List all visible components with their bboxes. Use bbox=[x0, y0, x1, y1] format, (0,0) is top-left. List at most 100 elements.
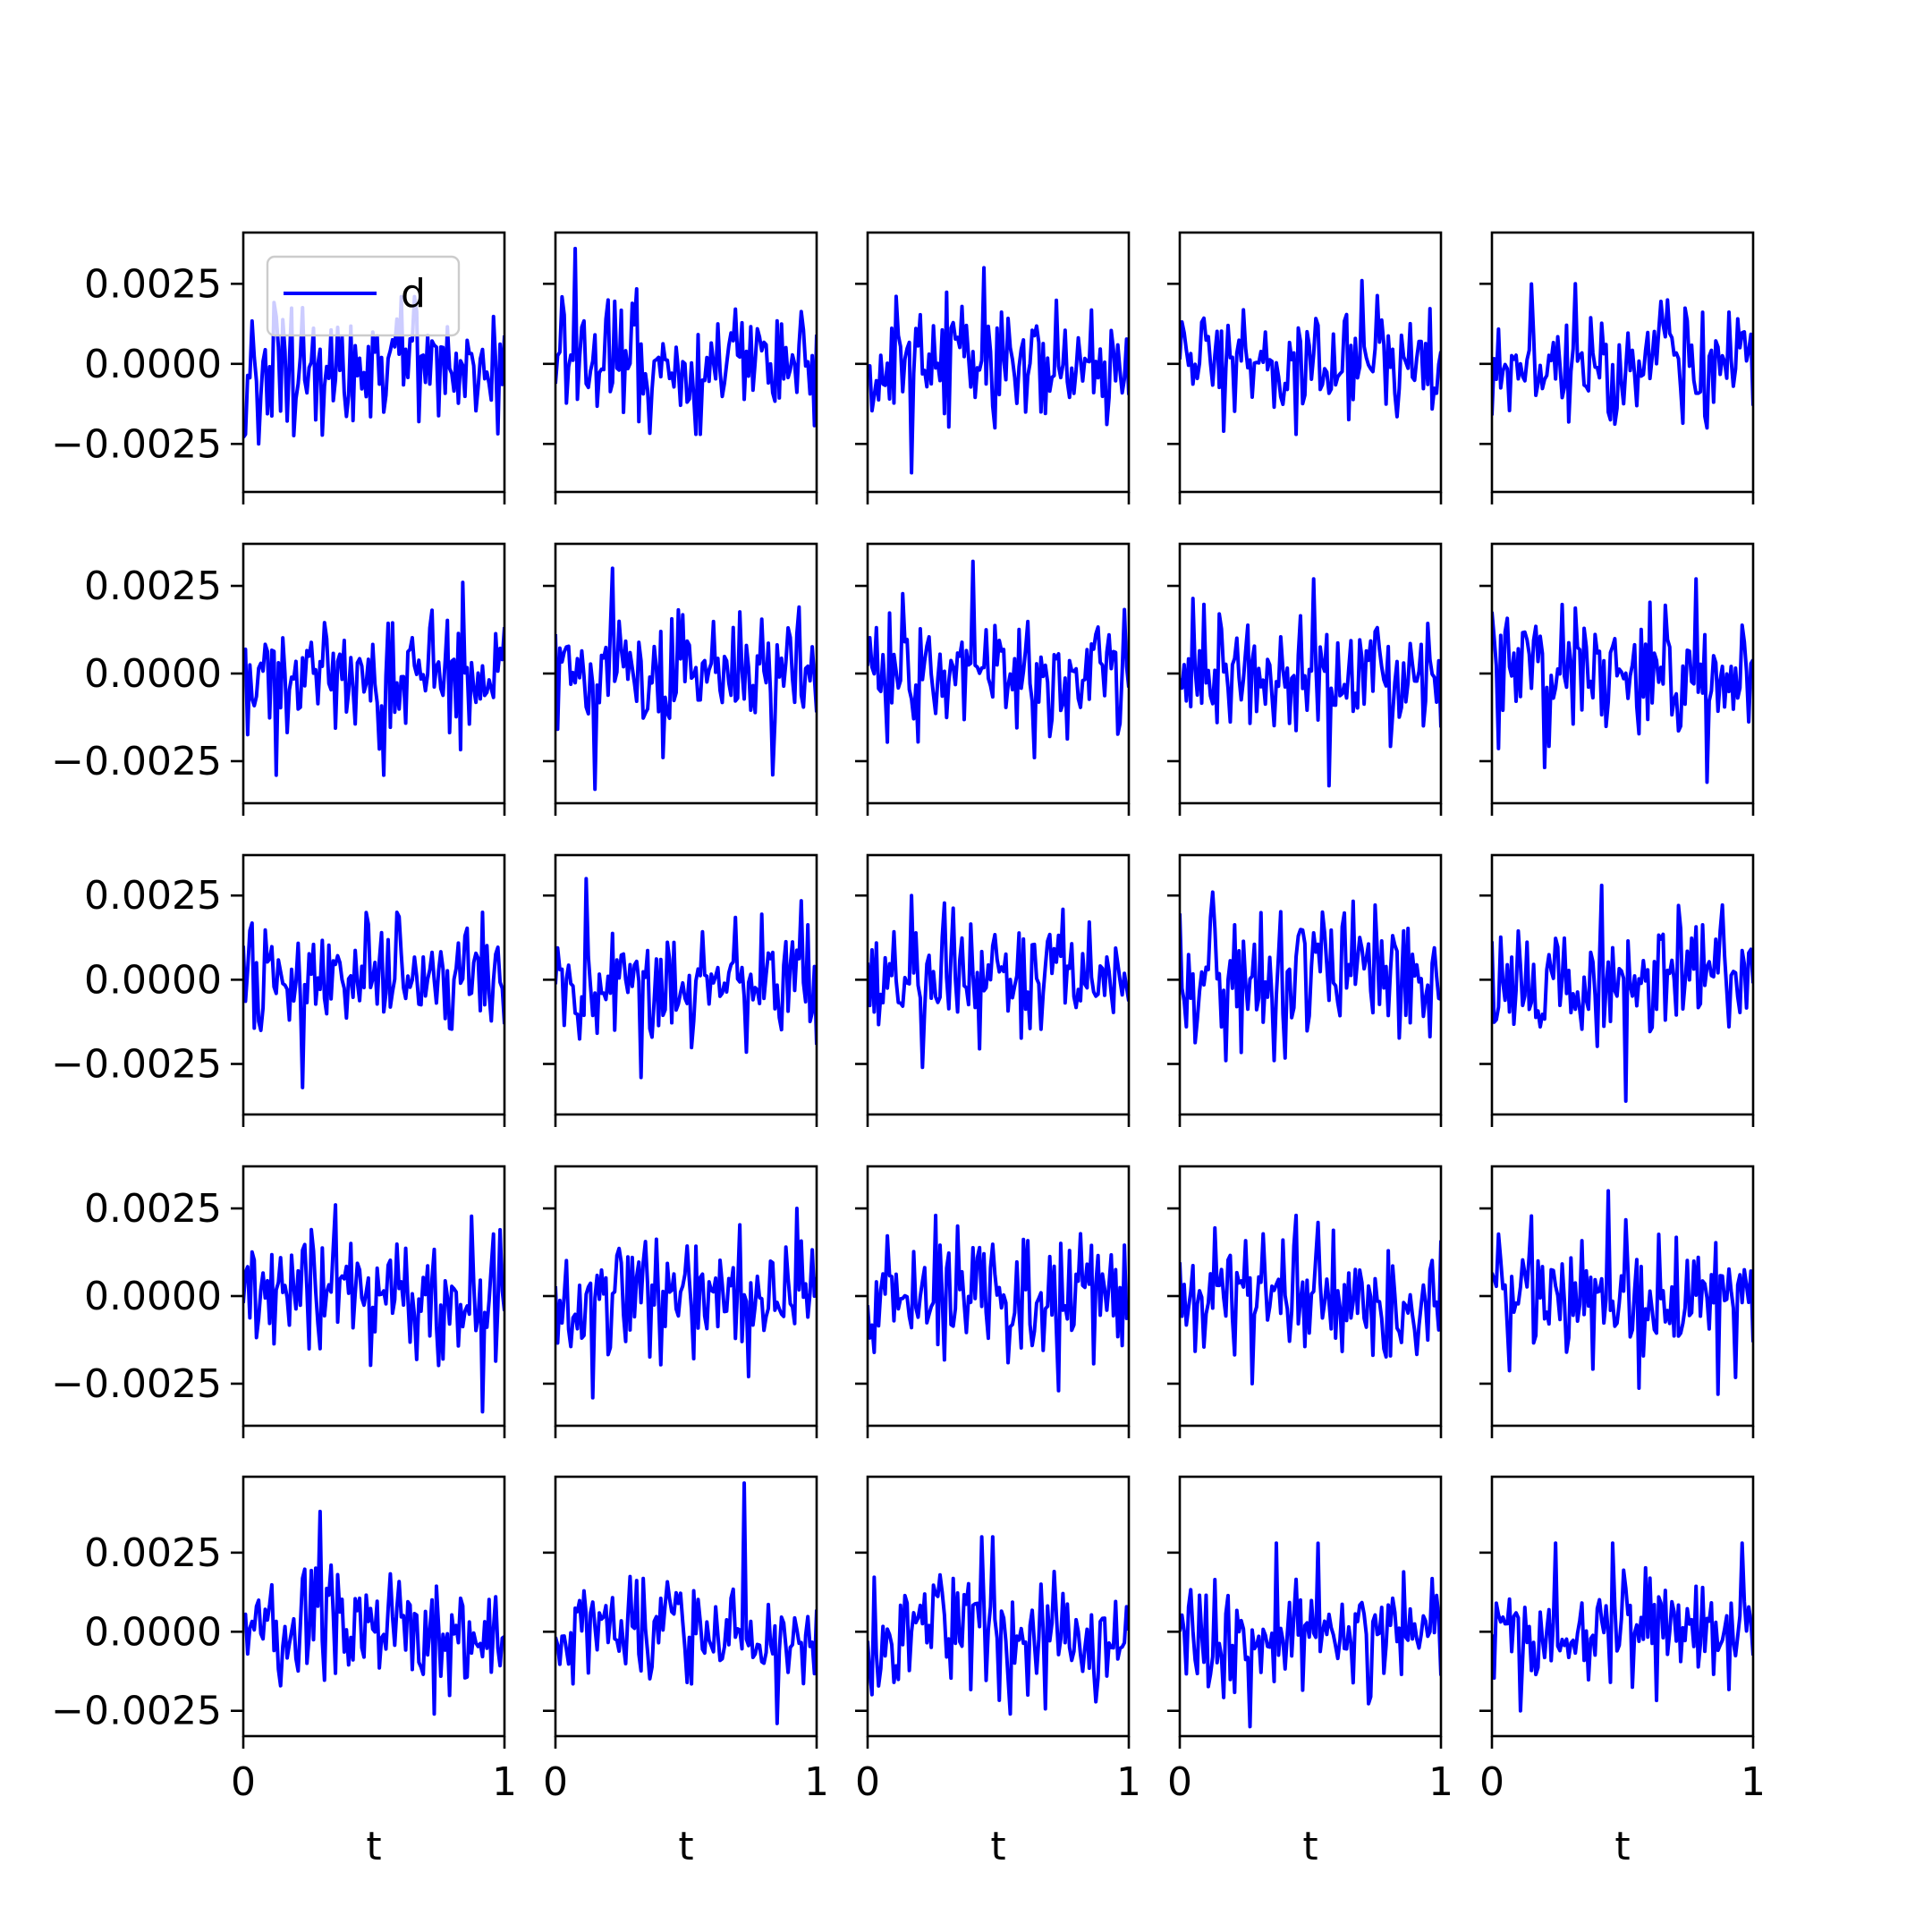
axes-frame bbox=[554, 231, 818, 494]
series-line-d bbox=[1492, 1541, 1753, 1713]
subplot-r4-c1: 0 1 t bbox=[543, 1475, 829, 1869]
axes-frame bbox=[1178, 1475, 1443, 1738]
series-line-d bbox=[243, 294, 504, 446]
y-tick-label: 0.0025 bbox=[84, 1186, 222, 1232]
x-axis-label: t bbox=[1614, 1824, 1630, 1869]
axes-frame bbox=[866, 231, 1131, 494]
subplot-r3-c0: −0.0025 0.0000 0.0025 bbox=[51, 1165, 506, 1438]
series-line-d bbox=[243, 1203, 504, 1414]
axes-frame bbox=[554, 853, 818, 1116]
x-tick-label: 0 bbox=[1167, 1759, 1192, 1805]
subplot-r3-c1 bbox=[543, 1165, 818, 1438]
x-tick-label: 1 bbox=[1741, 1759, 1766, 1805]
x-tick-label: 0 bbox=[855, 1759, 880, 1805]
y-tick-label: −0.0025 bbox=[51, 1361, 222, 1407]
subplot-r1-c0: −0.0025 0.0000 0.0025 bbox=[51, 542, 506, 816]
subplot-r0-c1 bbox=[543, 231, 818, 504]
x-tick-label: 1 bbox=[1116, 1759, 1141, 1805]
y-tick-label: −0.0025 bbox=[51, 421, 222, 467]
y-tick-label: 0.0000 bbox=[84, 957, 222, 1003]
x-tick-label: 1 bbox=[804, 1759, 829, 1805]
series-line-d bbox=[555, 1207, 817, 1400]
x-tick-label: 0 bbox=[1479, 1759, 1504, 1805]
axes-frame bbox=[1490, 1475, 1755, 1738]
y-tick-label: −0.0025 bbox=[51, 1689, 222, 1734]
subplot-r0-c2 bbox=[855, 231, 1131, 504]
y-tick-label: 0.0025 bbox=[84, 564, 222, 609]
subplot-r0-c4 bbox=[1479, 231, 1755, 504]
subplot-r4-c3: 0 1 t bbox=[1167, 1475, 1453, 1869]
y-tick-label: 0.0000 bbox=[84, 651, 222, 697]
y-tick-label: 0.0000 bbox=[84, 1609, 222, 1655]
subplot-r4-c0: −0.0025 0.0000 0.0025 0 1 t bbox=[51, 1475, 517, 1869]
y-tick-label: −0.0025 bbox=[51, 1042, 222, 1088]
subplot-r2-c2 bbox=[855, 853, 1131, 1127]
subplot-r1-c4 bbox=[1479, 542, 1755, 816]
axes-frame bbox=[242, 231, 506, 494]
series-line-d bbox=[868, 894, 1129, 1070]
x-tick-label: 1 bbox=[492, 1759, 517, 1805]
series-line-d bbox=[1180, 278, 1441, 436]
x-tick-label: 0 bbox=[231, 1759, 256, 1805]
series-line-d bbox=[868, 266, 1129, 475]
series-line-d bbox=[243, 911, 504, 1089]
x-tick-label: 1 bbox=[1428, 1759, 1453, 1805]
x-axis-label: t bbox=[366, 1824, 381, 1869]
axes-frame bbox=[1178, 231, 1443, 494]
series-line-d bbox=[555, 1481, 817, 1725]
series-line-d bbox=[1492, 1189, 1753, 1396]
subplot-r3-c4 bbox=[1479, 1165, 1755, 1438]
subplot-r4-c2: 0 1 t bbox=[855, 1475, 1141, 1869]
axes-frame bbox=[242, 853, 506, 1116]
subplot-r2-c4 bbox=[1479, 853, 1755, 1127]
series-line-d bbox=[1180, 577, 1441, 788]
series-line-d bbox=[1180, 1213, 1441, 1385]
series-line-d bbox=[868, 1213, 1129, 1393]
legend-box bbox=[266, 255, 461, 337]
subplot-r3-c2 bbox=[855, 1165, 1131, 1438]
axes-frame bbox=[554, 1475, 818, 1738]
axes-frame bbox=[242, 1165, 506, 1428]
axes-frame bbox=[1178, 853, 1443, 1116]
axes-frame bbox=[242, 1475, 506, 1738]
y-tick-label: −0.0025 bbox=[51, 739, 222, 784]
subplot-r3-c3 bbox=[1167, 1165, 1443, 1438]
subplot-r1-c1 bbox=[543, 542, 818, 816]
axes-frame bbox=[1490, 231, 1755, 494]
y-tick-label: 0.0025 bbox=[84, 261, 222, 307]
subplot-r1-c2 bbox=[855, 542, 1131, 816]
y-tick-label: 0.0000 bbox=[84, 1274, 222, 1319]
y-tick-label: 0.0000 bbox=[84, 342, 222, 387]
series-line-d bbox=[1180, 890, 1441, 1063]
series-line-d bbox=[555, 566, 817, 792]
series-line-d bbox=[1180, 1541, 1441, 1729]
axes-frame bbox=[866, 853, 1131, 1116]
legend-label: d bbox=[401, 271, 426, 317]
y-tick-label: 0.0025 bbox=[84, 1530, 222, 1576]
subplot-r0-c3 bbox=[1167, 231, 1443, 504]
series-line-d bbox=[1492, 577, 1753, 784]
legend: d bbox=[266, 255, 461, 337]
x-tick-label: 0 bbox=[543, 1759, 568, 1805]
series-line-d bbox=[868, 1535, 1129, 1716]
series-line-d bbox=[1492, 883, 1753, 1103]
x-axis-label: t bbox=[1302, 1824, 1318, 1869]
series-line-d bbox=[243, 1509, 504, 1716]
subplot-r2-c1 bbox=[543, 853, 818, 1127]
series-line-d bbox=[868, 559, 1129, 760]
axes-frame bbox=[1490, 853, 1755, 1116]
series-line-d bbox=[555, 246, 817, 436]
subplot-r4-c4: 0 1 t bbox=[1479, 1475, 1766, 1869]
x-axis-label: t bbox=[990, 1824, 1005, 1869]
series-line-d bbox=[555, 877, 817, 1080]
subplot-r0-c0: −0.0025 0.0000 0.0025 d bbox=[51, 231, 506, 504]
axes-frame bbox=[866, 1475, 1131, 1738]
y-tick-label: 0.0025 bbox=[84, 873, 222, 919]
subplot-r1-c3 bbox=[1167, 542, 1443, 816]
subplot-r2-c3 bbox=[1167, 853, 1443, 1127]
subplot-r2-c0: −0.0025 0.0000 0.0025 bbox=[51, 853, 506, 1127]
series-line-d bbox=[1492, 282, 1753, 430]
series-line-d bbox=[243, 580, 504, 777]
x-axis-label: t bbox=[678, 1824, 693, 1869]
